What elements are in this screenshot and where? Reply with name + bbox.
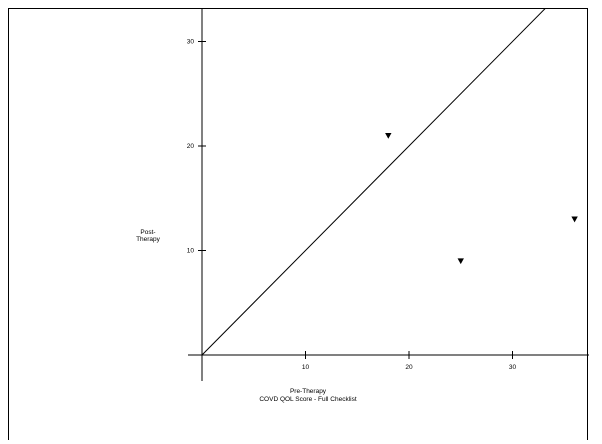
scatter-chart: 1020304050607080901001101020304050607080…	[136, 9, 589, 403]
x-axis-label-line2: COVD QOL Score - Full Checklist	[259, 396, 356, 403]
reference-line-group	[201, 9, 546, 356]
axis-labels: Post- Therapy Pre-Therapy COVD QOL Score…	[136, 229, 357, 403]
y-tick-label: 10	[187, 248, 195, 255]
data-point	[571, 216, 578, 223]
y-tick-label: 30	[187, 39, 195, 46]
x-axis-label: Pre-Therapy	[290, 388, 327, 395]
slide-frame: 1020304050607080901001101020304050607080…	[8, 8, 589, 440]
x-tick-label: 20	[405, 364, 413, 371]
y-axis-label-line1: Post-	[140, 229, 155, 236]
y-tick-label: 20	[187, 143, 195, 150]
data-points	[385, 132, 578, 265]
x-tick-label: 10	[302, 364, 310, 371]
reference-line	[201, 9, 546, 356]
data-point	[385, 132, 392, 139]
axes: 1020304050607080901001101020304050607080…	[187, 9, 589, 381]
y-axis-label-line2: Therapy	[136, 236, 161, 243]
x-tick-label: 30	[509, 364, 517, 371]
data-point	[457, 258, 464, 265]
